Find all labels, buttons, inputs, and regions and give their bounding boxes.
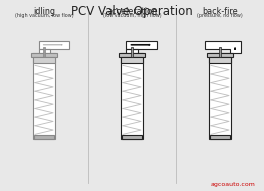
Text: idling: idling (33, 7, 55, 16)
Text: (pressure, no flow): (pressure, no flow) (197, 13, 243, 18)
Bar (207, 53, 233, 57)
Bar (31, 53, 57, 57)
Bar (33, 57, 55, 63)
Bar (131, 47, 133, 57)
Bar (121, 57, 143, 63)
Text: (high vacuum, low flow): (high vacuum, low flow) (15, 13, 73, 18)
Bar (33, 53, 55, 139)
Text: back-fire: back-fire (202, 7, 238, 16)
Text: (low vacuum, high flow): (low vacuum, high flow) (103, 13, 161, 18)
Polygon shape (39, 40, 69, 53)
Polygon shape (205, 40, 241, 53)
Bar (122, 135, 142, 139)
Bar (210, 135, 230, 139)
Text: acceleration: acceleration (107, 7, 157, 16)
Bar (121, 53, 143, 139)
Bar (209, 53, 231, 139)
Bar (119, 53, 145, 57)
Bar (34, 135, 54, 139)
Bar (43, 47, 45, 57)
Bar (209, 57, 231, 63)
Text: PCV Valve Operation: PCV Valve Operation (71, 5, 193, 19)
Bar (219, 47, 221, 57)
Polygon shape (126, 40, 157, 53)
Text: agcoauto.com: agcoauto.com (211, 181, 256, 187)
